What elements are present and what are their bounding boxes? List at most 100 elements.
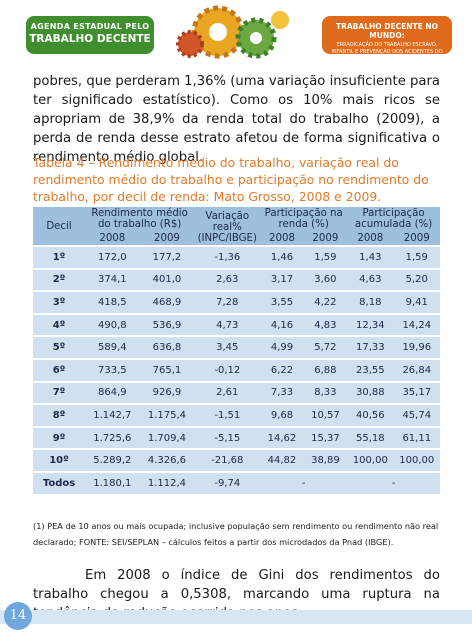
table-row: 2º 374,1 401,0 2,63 3,17 3,60 4,63 5,20 bbox=[33, 267, 440, 292]
table-cell: 1.709,4 bbox=[139, 425, 195, 450]
table-cell: 26,84 bbox=[393, 357, 440, 382]
table-cell: -0,12 bbox=[194, 357, 261, 382]
table-cell: 100,00 bbox=[393, 448, 440, 472]
table-cell: 6,22 bbox=[260, 357, 304, 382]
table-cell: 1.175,4 bbox=[139, 403, 195, 427]
table-cell: -5,15 bbox=[194, 425, 261, 450]
table-cell: 864,9 bbox=[85, 380, 140, 405]
row-label: 8º bbox=[33, 403, 85, 427]
table-cell: 3,17 bbox=[260, 267, 304, 292]
table-cell: 401,0 bbox=[139, 267, 195, 292]
table-cell: 4,16 bbox=[260, 312, 304, 337]
table-cell: 45,74 bbox=[393, 403, 440, 427]
table-row: 7º 864,9 926,9 2,61 7,33 8,33 30,88 35,17 bbox=[33, 380, 440, 405]
table-cell: 177,2 bbox=[139, 245, 195, 269]
table-cell: 1.725,6 bbox=[85, 425, 140, 450]
table-cell: 7,33 bbox=[260, 380, 304, 405]
data-table: Decil Rendimento médio do trabalho (R$) … bbox=[33, 207, 440, 494]
table-cell: 5.289,2 bbox=[85, 448, 140, 472]
table-cell: 6,88 bbox=[303, 357, 348, 382]
row-label: 3º bbox=[33, 290, 85, 314]
table-cell: 490,8 bbox=[85, 312, 140, 337]
table-cell: 9,41 bbox=[393, 290, 440, 314]
column-header: Rendimento médio do trabalho (R$) bbox=[85, 207, 195, 232]
table-cell: 35,17 bbox=[393, 380, 440, 405]
table-cell: 8,18 bbox=[347, 290, 394, 314]
table-cell: 5,20 bbox=[393, 267, 440, 292]
table-cell: 1.112,4 bbox=[139, 470, 195, 494]
row-label: 5º bbox=[33, 335, 85, 359]
table-cell: 4,83 bbox=[303, 312, 348, 337]
table-cell: -1,36 bbox=[194, 245, 261, 269]
row-label: 2º bbox=[33, 267, 85, 292]
table-cell: 61,11 bbox=[393, 425, 440, 450]
year-header: 2009 bbox=[139, 231, 195, 246]
badge-line: TRABALHO DECENTE bbox=[29, 33, 151, 45]
table-cell: 926,9 bbox=[139, 380, 195, 405]
row-label: 6º bbox=[33, 357, 85, 382]
table-row: Todos 1.180,1 1.112,4 -9,74- - bbox=[33, 470, 440, 494]
row-label: 1º bbox=[33, 245, 85, 269]
table-cell: 15,37 bbox=[303, 425, 348, 450]
table-row: 3º 418,5 468,9 7,28 3,55 4,22 8,18 9,41 bbox=[33, 290, 440, 314]
year-header: 2009 bbox=[393, 231, 440, 246]
table-cell: 4,63 bbox=[347, 267, 394, 292]
header: AGENDA ESTADUAL PELO TRABALHO DECENTE TR… bbox=[0, 0, 472, 68]
table-cell: 44,82 bbox=[260, 448, 304, 472]
table-cell: -1,51 bbox=[194, 403, 261, 427]
table-cell: 2,61 bbox=[194, 380, 261, 405]
column-header: Participação na renda (%) bbox=[260, 207, 348, 232]
intro-paragraph: pobres, que perderam 1,36% (uma variação… bbox=[33, 74, 440, 165]
year-header: 2008 bbox=[347, 231, 394, 246]
table-cell: - bbox=[260, 470, 348, 494]
year-header: 2008 bbox=[85, 231, 140, 246]
footer-band bbox=[0, 610, 472, 624]
row-label: 4º bbox=[33, 312, 85, 337]
table-cell: 40,56 bbox=[347, 403, 394, 427]
table-cell: 536,9 bbox=[139, 312, 195, 337]
table-cell: 636,8 bbox=[139, 335, 195, 359]
table-cell: 418,5 bbox=[85, 290, 140, 314]
table-cell: 8,33 bbox=[303, 380, 348, 405]
table-row: 5º 589,4 636,8 3,45 4,99 5,72 17,33 19,96 bbox=[33, 335, 440, 359]
page-number: 14 bbox=[4, 602, 32, 630]
table-cell: 589,4 bbox=[85, 335, 140, 359]
table-row: 6º 733,5 765,1 -0,12 6,22 6,88 23,55 26,84 bbox=[33, 357, 440, 382]
table-cell: 4,22 bbox=[303, 290, 348, 314]
table-cell: 12,34 bbox=[347, 312, 394, 337]
badge-title: TRABALHO DECENTE NO MUNDO: bbox=[335, 22, 438, 40]
column-header: Variação real% (INPC/IBGE) bbox=[194, 207, 261, 246]
table-row: 1º 172,0 177,2 -1,36 1,46 1,59 1,43 1,59 bbox=[33, 245, 440, 269]
table-cell: 1,59 bbox=[303, 245, 348, 269]
table-cell: 3,45 bbox=[194, 335, 261, 359]
table-cell: 19,96 bbox=[393, 335, 440, 359]
row-label: 7º bbox=[33, 380, 85, 405]
badge-subtitle: ERRADICAÇÃO DO TRABALHO ESCRAVO, INFANTI… bbox=[331, 42, 443, 62]
table-cell: 4,73 bbox=[194, 312, 261, 337]
table-cell: 5,72 bbox=[303, 335, 348, 359]
table-cell: 23,55 bbox=[347, 357, 394, 382]
column-header: Participação acumulada (%) bbox=[347, 207, 440, 232]
table-cell: 2,63 bbox=[194, 267, 261, 292]
table-row: 4º 490,8 536,9 4,73 4,16 4,83 12,34 14,24 bbox=[33, 312, 440, 337]
table-cell: 733,5 bbox=[85, 357, 140, 382]
gears-illustration bbox=[176, 5, 289, 59]
year-header: 2009 bbox=[303, 231, 348, 246]
table-cell: 765,1 bbox=[139, 357, 195, 382]
left-badge: AGENDA ESTADUAL PELO TRABALHO DECENTE bbox=[26, 16, 154, 54]
table-cell: 172,0 bbox=[85, 245, 140, 269]
table-cell: 14,24 bbox=[393, 312, 440, 337]
table-cell: 1.180,1 bbox=[85, 470, 140, 494]
table-cell: 4,99 bbox=[260, 335, 304, 359]
table-cell: 468,9 bbox=[139, 290, 195, 314]
table-cell: 9,68 bbox=[260, 403, 304, 427]
table-cell: 3,60 bbox=[303, 267, 348, 292]
table-cell: -9,74 bbox=[194, 470, 261, 494]
table-cell: 100,00 bbox=[347, 448, 394, 472]
table-cell: 30,88 bbox=[347, 380, 394, 405]
table-cell: 17,33 bbox=[347, 335, 394, 359]
row-label: 9º bbox=[33, 425, 85, 450]
table-cell: 7,28 bbox=[194, 290, 261, 314]
table-cell: 55,18 bbox=[347, 425, 394, 450]
